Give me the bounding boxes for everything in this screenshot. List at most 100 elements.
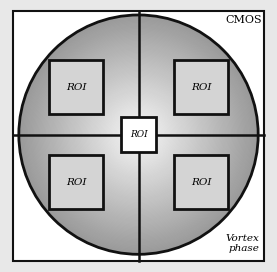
Text: ROI: ROI — [191, 178, 211, 187]
Circle shape — [29, 24, 248, 245]
Circle shape — [30, 26, 247, 243]
Circle shape — [70, 66, 207, 203]
Circle shape — [80, 76, 197, 193]
Bar — [174, 155, 228, 209]
Circle shape — [69, 65, 208, 204]
Circle shape — [104, 100, 173, 169]
Text: ROI: ROI — [66, 178, 86, 187]
Circle shape — [89, 86, 188, 184]
Circle shape — [79, 75, 198, 194]
Circle shape — [86, 82, 191, 187]
Circle shape — [124, 120, 153, 149]
Circle shape — [51, 47, 226, 222]
Circle shape — [87, 83, 190, 186]
Circle shape — [63, 59, 214, 210]
Circle shape — [48, 44, 229, 225]
Circle shape — [71, 68, 206, 202]
Circle shape — [64, 60, 213, 209]
Circle shape — [110, 106, 167, 163]
Circle shape — [33, 29, 244, 240]
Circle shape — [19, 15, 258, 254]
Circle shape — [132, 129, 145, 141]
Circle shape — [57, 53, 220, 216]
Circle shape — [52, 48, 225, 221]
Circle shape — [82, 78, 195, 191]
Circle shape — [115, 111, 162, 159]
Circle shape — [58, 54, 219, 215]
Text: CMOS: CMOS — [226, 15, 262, 25]
Circle shape — [20, 16, 257, 253]
Circle shape — [118, 114, 159, 155]
Text: ROI: ROI — [66, 82, 86, 92]
Circle shape — [56, 52, 221, 217]
Circle shape — [92, 88, 185, 181]
Circle shape — [43, 39, 234, 230]
Circle shape — [100, 96, 177, 173]
Circle shape — [123, 119, 154, 150]
Circle shape — [81, 77, 196, 192]
Circle shape — [61, 57, 216, 212]
Circle shape — [136, 132, 141, 137]
Circle shape — [44, 40, 233, 229]
Circle shape — [32, 28, 245, 241]
Circle shape — [73, 69, 204, 200]
Circle shape — [85, 81, 192, 188]
Circle shape — [75, 71, 202, 198]
Circle shape — [34, 30, 243, 239]
Text: Vortex
phase: Vortex phase — [226, 234, 260, 253]
Circle shape — [130, 126, 147, 143]
Circle shape — [74, 70, 203, 199]
Bar — [49, 155, 103, 209]
Circle shape — [127, 123, 150, 147]
Circle shape — [120, 117, 157, 153]
Text: ROI: ROI — [191, 82, 211, 92]
Circle shape — [22, 18, 255, 251]
Circle shape — [98, 94, 179, 175]
Circle shape — [128, 124, 149, 146]
Circle shape — [109, 105, 168, 165]
Circle shape — [78, 74, 199, 196]
Circle shape — [39, 35, 238, 234]
Circle shape — [134, 130, 143, 140]
Circle shape — [60, 56, 217, 214]
Circle shape — [137, 134, 140, 136]
Circle shape — [31, 27, 246, 242]
Circle shape — [111, 107, 166, 162]
Circle shape — [119, 116, 158, 154]
Circle shape — [83, 80, 194, 190]
Circle shape — [91, 87, 186, 183]
Circle shape — [27, 23, 250, 246]
Circle shape — [99, 95, 178, 174]
Circle shape — [105, 101, 172, 168]
Circle shape — [88, 84, 189, 185]
Bar — [174, 60, 228, 114]
Circle shape — [38, 34, 239, 235]
Circle shape — [67, 63, 210, 206]
Circle shape — [94, 90, 183, 179]
Circle shape — [21, 17, 256, 252]
Circle shape — [53, 50, 224, 220]
Circle shape — [93, 89, 184, 180]
Circle shape — [55, 51, 222, 218]
Circle shape — [42, 38, 235, 231]
Circle shape — [106, 102, 171, 167]
Circle shape — [135, 131, 142, 138]
Circle shape — [102, 99, 175, 171]
Circle shape — [35, 32, 242, 237]
Circle shape — [50, 46, 227, 223]
Circle shape — [122, 118, 155, 152]
Circle shape — [95, 92, 182, 178]
Circle shape — [62, 58, 215, 211]
Circle shape — [24, 20, 253, 249]
Circle shape — [25, 21, 252, 248]
Circle shape — [112, 108, 165, 161]
Circle shape — [117, 113, 160, 156]
Circle shape — [37, 33, 240, 236]
Circle shape — [76, 72, 201, 197]
Circle shape — [101, 98, 176, 172]
Circle shape — [40, 36, 237, 233]
Circle shape — [46, 42, 231, 227]
Circle shape — [45, 41, 232, 228]
Bar — [121, 117, 156, 152]
Circle shape — [107, 104, 170, 166]
